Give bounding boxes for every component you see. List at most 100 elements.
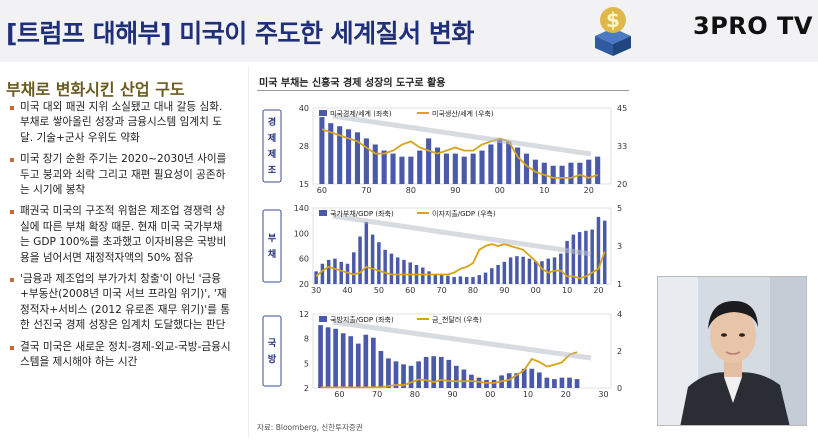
bar-mark [399,156,405,184]
left-tick-label: 5 [304,359,309,368]
x-tick-label: 90 [450,186,460,195]
side-label-char: 조 [268,165,277,176]
x-tick-label: 80 [468,286,478,295]
bar-mark [454,365,459,388]
chart-panel-title: 미국 부채는 신흥국 경제 성장의 도구로 활용 [259,78,446,89]
bar-mark [363,334,369,388]
trend-arrow [332,319,592,361]
line-series [320,351,578,389]
bar-mark [488,144,494,184]
left-tick-label: 60 [299,255,309,264]
left-tick-label: 100 [294,229,309,238]
slide-title: [트럼프 대해부] 미국이 주도한 세계질서 변화 [6,19,474,48]
bar-mark [326,259,331,284]
bar-mark [567,377,572,388]
x-tick-label: 70 [372,390,382,399]
bar-mark [393,361,399,388]
bar-mark [340,333,346,388]
legend-label: 국방지출/GDP (좌축) [330,315,394,324]
bar-mark [443,153,449,184]
right-tick-label: 20 [617,180,627,189]
bar-mark [571,234,576,284]
bar-mark [423,356,429,388]
bullet-item: '금융과 제조업의 부가가치 창출'이 아닌 '금융+부동산(2008년 미국 … [8,272,232,334]
bar-mark [506,141,512,184]
bar-mark [540,261,544,284]
bar-mark [427,271,431,284]
left-tick-label: 12 [299,310,309,319]
bar-mark [515,256,519,284]
bar-mark [452,153,458,184]
x-tick-label: 80 [410,390,420,399]
bullet-item: 결국 미국은 새로운 정치-경제-외교-국방-금융시스템을 제시해야 하는 시간 [8,340,232,371]
legend-label: 미국생산/세계 (우축) [432,109,494,118]
bar-mark [371,337,376,388]
section-title: 부채로 변화시킨 산업 구도 [6,80,185,99]
bar-mark [389,253,394,284]
line-series [321,128,598,179]
legend-label: 금_천달러 (우축) [432,315,482,324]
bar-mark [355,343,361,388]
bar-mark [565,240,569,284]
x-tick-label: 80 [406,186,416,195]
right-tick-label: 2 [617,347,622,356]
bar-mark [401,364,406,388]
bar-mark [395,257,400,284]
bar-mark [596,216,601,284]
bar-mark [434,147,441,184]
bullet-list: 미국 대외 패권 지위 소실됐고 대내 갈등 심화. 부채로 쌓아올린 성장과 … [8,100,232,377]
bar-mark [497,138,503,184]
bar-mark [446,359,452,388]
right-tick-label: 4 [617,310,622,319]
bar-mark [552,379,557,388]
brand-logo: 3PRO TV [693,12,813,40]
bar-mark [595,156,601,184]
bar-mark [479,150,485,184]
side-label-char: 경 [268,116,276,128]
bar-mark [496,265,500,284]
bar-mark [544,377,550,388]
legend-label: 이자지출/GDP (우측) [432,209,496,218]
left-tick-label: 15 [299,180,309,189]
x-tick-label: 60 [317,186,327,195]
right-tick-label: 5 [617,204,622,213]
bar-mark [426,138,432,184]
x-tick-label: 00 [485,390,495,399]
x-tick-label: 50 [374,286,384,295]
bar-mark [458,276,463,284]
side-label-box [262,109,282,183]
right-tick-label: 45 [617,104,627,113]
bar-mark [446,275,450,284]
bar-mark [546,258,551,284]
side-label-char: 방 [268,353,277,365]
right-tick-label: 1 [617,280,622,289]
bar-mark [559,253,563,284]
bar-mark [527,258,532,284]
x-tick-label: 40 [342,286,352,295]
bar-mark [464,277,469,284]
bar-mark [348,336,354,388]
bar-mark [333,328,338,388]
left-tick-label: 140 [294,204,309,213]
slide-header: [트럼프 대해부] 미국이 주도한 세계질서 변화 $ 3PRO TV [0,0,818,62]
legend-swatch-bar [319,110,327,116]
bar-mark [358,236,362,284]
bar-mark [521,256,525,284]
x-tick-label: 00 [495,186,505,195]
bar-mark [470,153,476,184]
bar-mark [515,147,521,184]
bar-mark [390,153,396,184]
source-note: 자료: Bloomberg, 신한투자증권 [257,423,363,432]
right-tick-label: 0 [617,384,622,393]
x-tick-label: 90 [499,286,509,295]
bar-mark [586,159,592,184]
bar-mark [333,258,337,284]
bar-mark [577,162,583,184]
bar-mark [320,263,325,284]
x-tick-label: 20 [561,390,571,399]
bar-mark [584,230,588,284]
bar-mark [314,271,318,284]
bar-mark [325,327,331,388]
bar-mark [337,126,343,184]
